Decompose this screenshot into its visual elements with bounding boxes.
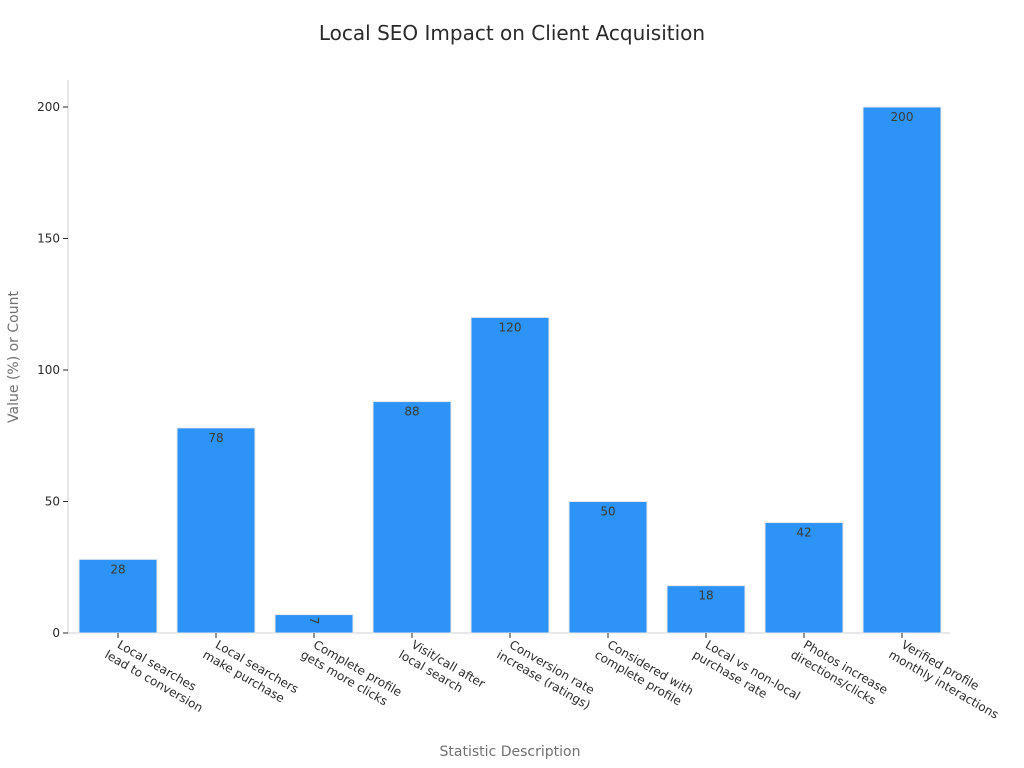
y-tick-label: 150 — [37, 232, 60, 246]
bar-value-label: 200 — [891, 110, 914, 124]
bar-value-label: 28 — [110, 562, 125, 576]
y-tick-label: 200 — [37, 100, 60, 114]
bars-group: 28 78 7 88 120 50 18 42 200 — [78, 106, 942, 634]
bar-value-label: 7 — [307, 617, 321, 625]
bar-value-label: 78 — [208, 431, 223, 445]
bar — [372, 401, 452, 634]
x-axis-label: Statistic Description — [440, 744, 581, 760]
bar — [470, 316, 550, 634]
bar-value-label: 88 — [404, 405, 419, 419]
y-axis-label: Value (%) or Count — [6, 291, 22, 423]
y-tick-label: 50 — [45, 495, 60, 509]
bar-value-label: 120 — [499, 320, 522, 334]
bar-value-label: 42 — [796, 526, 811, 540]
bar — [568, 501, 648, 634]
chart-title: Local SEO Impact on Client Acquisition — [319, 21, 705, 45]
y-axis-ticks: 0 50 100 150 200 — [37, 100, 68, 640]
y-tick-label: 100 — [37, 363, 60, 377]
bar — [666, 585, 746, 634]
bar — [862, 106, 942, 634]
bar-value-label: 18 — [698, 589, 713, 603]
y-tick-label: 0 — [52, 626, 60, 640]
bar-value-label: 50 — [600, 505, 615, 519]
bar — [176, 427, 256, 634]
